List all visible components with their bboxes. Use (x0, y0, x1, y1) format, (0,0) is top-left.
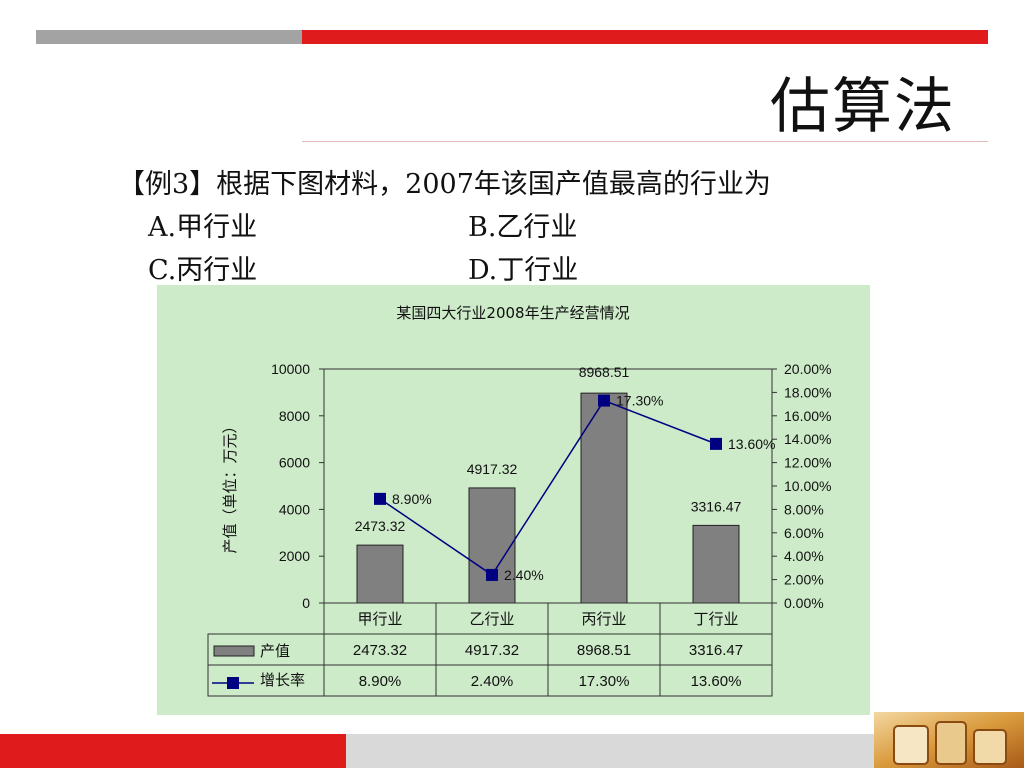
bar-value-label: 4917.32 (467, 461, 518, 477)
y2-tick-label: 8.00% (784, 501, 824, 517)
y-tick-label: 10000 (271, 361, 310, 377)
chart-title: 某国四大行业2008年生产经营情况 (396, 304, 629, 322)
corner-decoration-image (874, 712, 1024, 768)
option-c[interactable]: C.丙行业 (148, 255, 258, 286)
growth-value-label: 13.60% (728, 436, 775, 452)
y2-tick-label: 20.00% (784, 361, 831, 377)
bar-value-label: 2473.32 (355, 518, 406, 534)
bar-3 (580, 392, 628, 604)
option-d[interactable]: D.丁行业 (468, 255, 579, 286)
category-label: 丙行业 (581, 610, 626, 628)
bar-value-label: 3316.47 (691, 498, 742, 514)
option-a[interactable]: A.甲行业 (148, 212, 258, 243)
growth-line (379, 399, 717, 576)
legend-bar-key (213, 645, 255, 657)
y2-tick-label: 12.00% (784, 455, 831, 471)
y-axis-title: 产值（单位：万元） (221, 418, 239, 553)
slide-title: 估算法 (770, 72, 956, 142)
y2-tick-label: 6.00% (784, 525, 824, 541)
y2-tick-label: 10.00% (784, 478, 831, 494)
combo-chart: 某国四大行业2008年生产经营情况 0 2000 4000 6000 8000 10000 0… (207, 304, 831, 697)
growth-value-label: 8.90% (392, 491, 432, 507)
y2-tick-label: 0.00% (784, 595, 824, 611)
header-gray-bar (36, 30, 302, 44)
legend-bar-label: 产值 (260, 642, 290, 660)
table-value-output: 2473.32 (353, 642, 407, 659)
title-divider (302, 141, 988, 142)
growth-marker-2 (486, 568, 498, 581)
table-value-output: 4917.32 (465, 642, 519, 659)
legend-marker-key (227, 677, 239, 689)
table-value-output: 3316.47 (689, 642, 743, 659)
option-b[interactable]: B.乙行业 (468, 212, 578, 243)
bar-value-label: 8968.51 (579, 364, 630, 380)
growth-value-label: 17.30% (616, 393, 663, 409)
y2-tick-label: 18.00% (784, 384, 831, 400)
y-tick-label: 8000 (279, 408, 310, 424)
options-row-1: A.甲行业 B.乙行业 (118, 206, 771, 249)
footer-gray-bar (346, 734, 874, 768)
table-value-growth: 2.40% (471, 673, 514, 690)
growth-marker-3 (598, 394, 610, 407)
legend-line-label: 增长率 (260, 671, 305, 689)
options-row-2: C.丙行业 D.丁行业 (118, 249, 771, 292)
footer-red-bar (0, 734, 346, 768)
category-label: 甲行业 (357, 610, 402, 628)
table-value-growth: 17.30% (579, 673, 630, 690)
category-label: 乙行业 (469, 610, 514, 628)
bar-1 (356, 544, 404, 604)
y-tick-label: 4000 (279, 501, 310, 517)
y2-tick-label: 16.00% (784, 408, 831, 424)
chart-panel: 某国四大行业2008年生产经营情况 0 2000 4000 6000 8000 10000 0… (157, 285, 870, 715)
growth-value-label: 2.40% (504, 567, 544, 583)
y-tick-label: 0 (302, 595, 310, 611)
growth-marker-4 (710, 437, 722, 450)
question-block: 【例3】根据下图材料，2007年该国产值最高的行业为 A.甲行业 B.乙行业 C… (118, 163, 771, 292)
growth-marker-1 (374, 492, 386, 505)
table-value-growth: 13.60% (691, 673, 742, 690)
y2-tick-label: 2.00% (784, 572, 824, 588)
category-label: 丁行业 (693, 610, 738, 628)
y2-tick-label: 14.00% (784, 431, 831, 447)
header-red-bar (302, 30, 988, 44)
y-tick-label: 6000 (279, 455, 310, 471)
y-tick-label: 2000 (279, 548, 310, 564)
y2-tick-label: 4.00% (784, 548, 824, 564)
table-value-growth: 8.90% (359, 673, 402, 690)
bar-4 (692, 524, 740, 604)
bar-2 (468, 487, 516, 604)
question-text: 【例3】根据下图材料，2007年该国产值最高的行业为 (118, 169, 771, 200)
table-value-output: 8968.51 (577, 642, 631, 659)
